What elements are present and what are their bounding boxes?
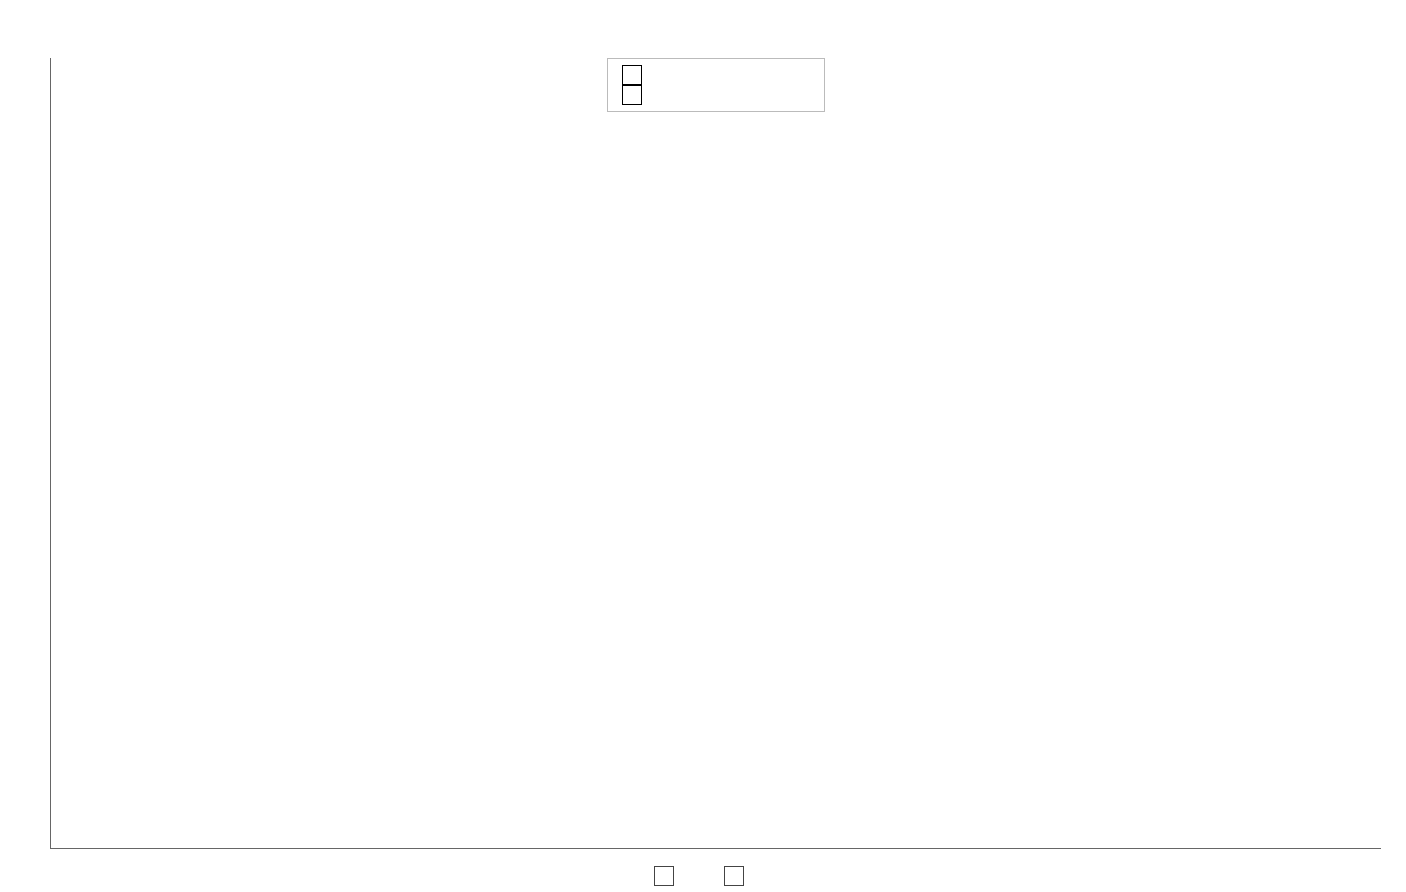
correlation-legend xyxy=(607,58,825,112)
swatch-trinidad-icon xyxy=(724,866,744,886)
chart-svg xyxy=(51,58,1381,848)
legend-item-trinidad xyxy=(724,866,752,886)
legend-row-azores xyxy=(622,65,810,85)
legend-row-trinidad xyxy=(622,85,810,105)
plot-area xyxy=(50,58,1381,849)
swatch-trinidad xyxy=(622,85,642,105)
swatch-azores xyxy=(622,65,642,85)
legend-item-azores xyxy=(654,866,682,886)
series-legend xyxy=(654,866,752,886)
swatch-azores-icon xyxy=(654,866,674,886)
